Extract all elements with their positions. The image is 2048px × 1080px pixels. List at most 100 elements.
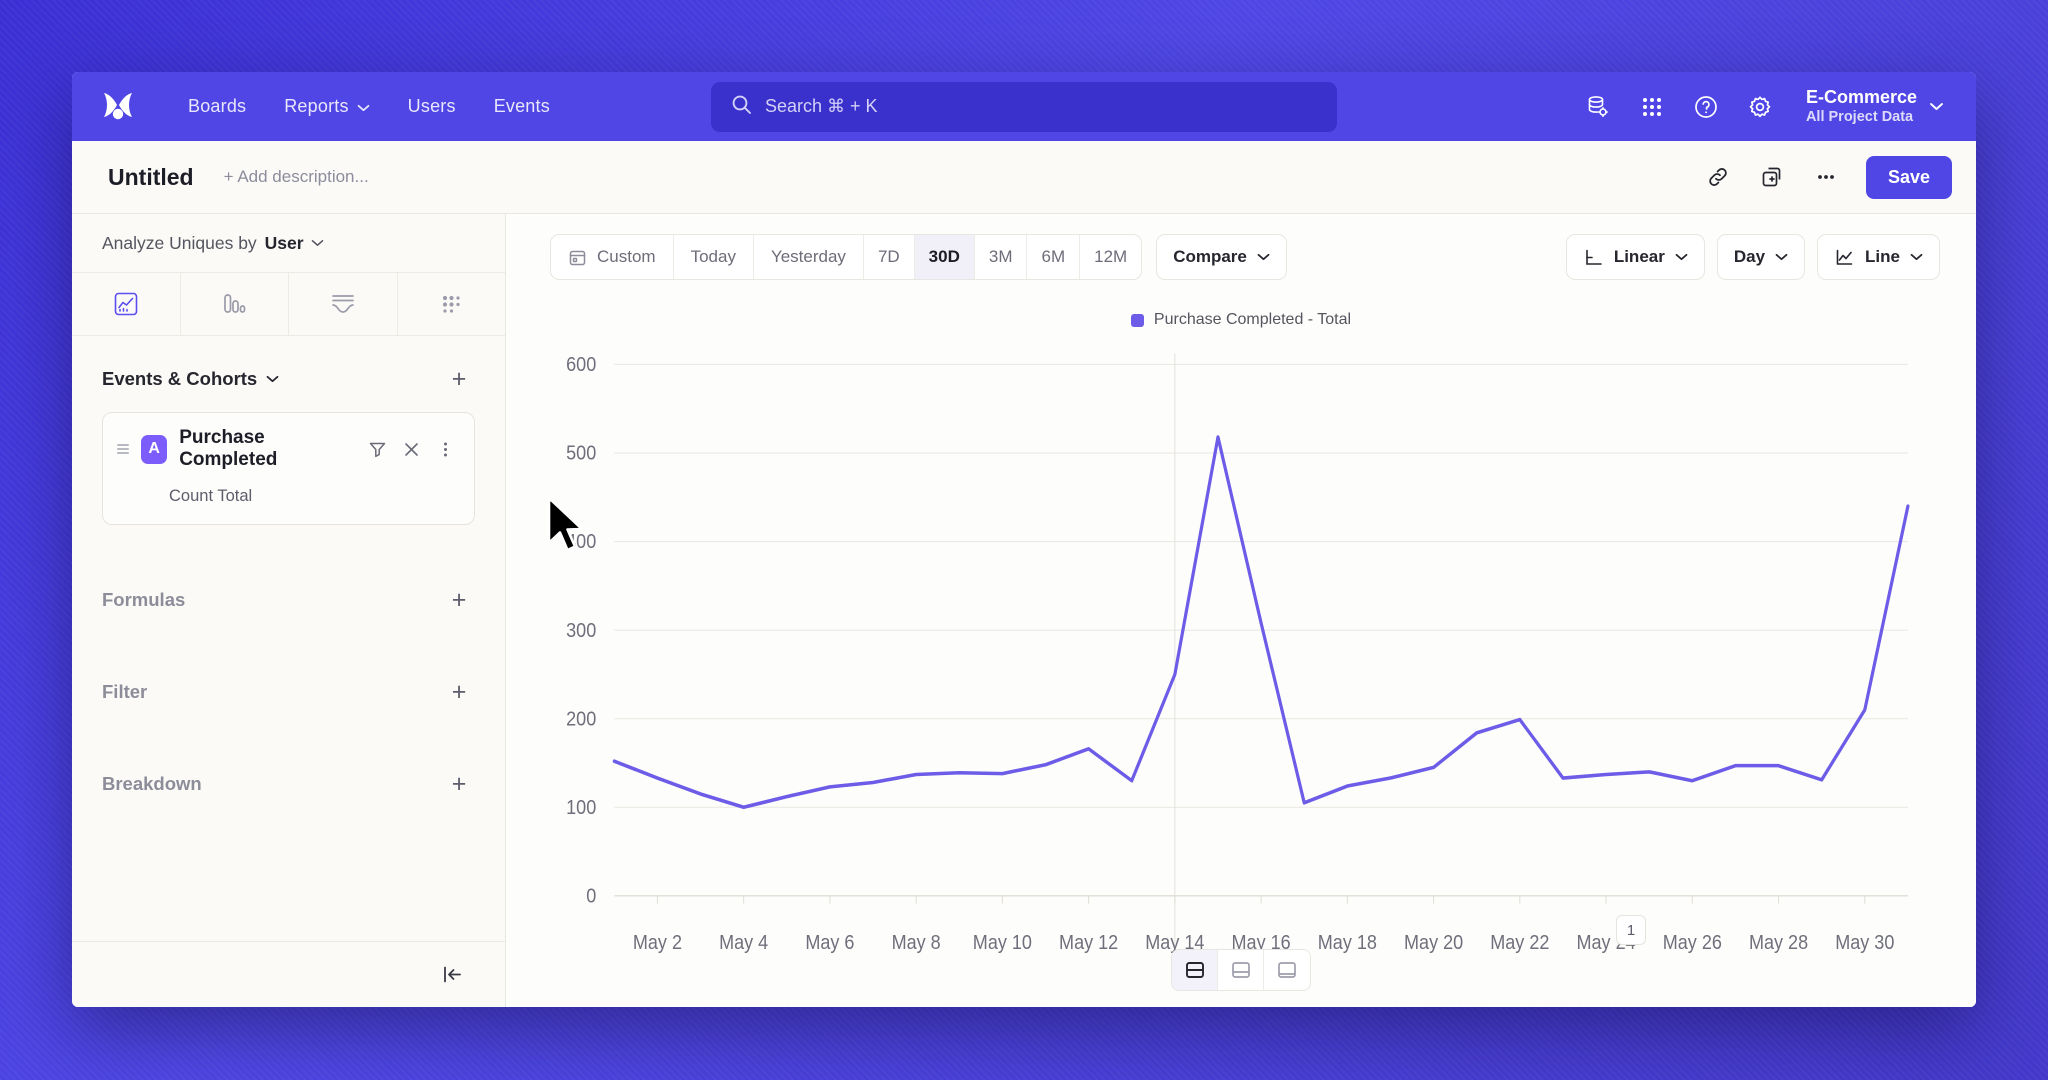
query-builder-sidebar: Analyze Uniques by User — [72, 213, 506, 1007]
tab-flow-chart[interactable] — [289, 273, 398, 335]
duplicate-icon[interactable] — [1750, 155, 1794, 199]
date-range-12m[interactable]: 12M — [1080, 235, 1141, 279]
line-chart[interactable]: 0 100 200 300 400 500 600 May 2 May 4 May 6 May 8 M… — [506, 340, 1940, 1007]
date-range-today[interactable]: Today — [674, 235, 754, 279]
svg-text:May 10: May 10 — [973, 932, 1032, 954]
scale-label: Linear — [1613, 247, 1665, 266]
nav-link-boards[interactable]: Boards — [172, 87, 262, 126]
app-window: Boards Reports Users Events Search ⌘ + K — [72, 72, 1976, 1007]
nav-link-reports[interactable]: Reports — [268, 87, 385, 126]
svg-text:May 18: May 18 — [1318, 932, 1377, 954]
filter-label: Filter — [102, 681, 148, 702]
seg-label: Custom — [597, 247, 656, 266]
tab-bar-chart[interactable] — [181, 273, 289, 335]
tab-dots-grid[interactable] — [398, 273, 506, 335]
section-header-formulas: Formulas + — [72, 567, 505, 633]
add-filter-button[interactable]: + — [451, 677, 467, 706]
collapse-panel-icon[interactable] — [433, 956, 471, 994]
section-header-filter: Filter + — [72, 659, 505, 725]
seg-label: 3M — [988, 247, 1013, 266]
nav-link-events[interactable]: Events — [478, 87, 566, 126]
tab-trend-chart[interactable] — [72, 273, 181, 335]
event-row: A Purchase Completed — [117, 427, 460, 471]
legend-label: Purchase Completed - Total — [1153, 311, 1352, 328]
chevron-down-icon — [266, 375, 279, 383]
events-section-toggle[interactable]: Events & Cohorts — [102, 368, 279, 390]
chart-type-dropdown[interactable]: Line — [1817, 234, 1940, 280]
link-icon[interactable] — [1696, 155, 1740, 199]
project-selector[interactable]: E-Commerce All Project Data — [1792, 82, 1954, 131]
analyze-unit-value: User — [264, 232, 304, 253]
compare-label: Compare — [1173, 247, 1247, 266]
svg-text:500: 500 — [566, 443, 596, 465]
axis-icon — [1586, 249, 1602, 265]
more-horizontal-icon[interactable] — [1804, 155, 1848, 199]
apps-grid-icon[interactable] — [1630, 85, 1674, 129]
seg-label: 30D — [928, 247, 960, 266]
interval-dropdown[interactable]: Day — [1716, 234, 1806, 280]
date-range-30d[interactable]: 30D — [914, 235, 975, 279]
legend-swatch[interactable] — [1130, 313, 1144, 327]
more-vertical-icon[interactable] — [430, 434, 460, 464]
date-range-yesterday[interactable]: Yesterday — [754, 235, 864, 279]
event-name[interactable]: Purchase Completed — [179, 427, 278, 470]
svg-text:May 26: May 26 — [1663, 932, 1722, 954]
chart-only-icon[interactable] — [1218, 950, 1264, 990]
svg-text:May 30: May 30 — [1835, 932, 1894, 954]
seg-label: 7D — [877, 247, 900, 266]
split-view-icon[interactable] — [1172, 950, 1218, 990]
close-icon[interactable] — [396, 434, 426, 464]
chart-panel: Custom Today Yesterday 7D 30D 3M 6M 12M … — [506, 213, 1976, 1007]
save-button[interactable]: Save — [1865, 155, 1952, 199]
view-mode-toggle — [1171, 949, 1311, 991]
add-breakdown-button[interactable]: + — [451, 769, 467, 798]
analyze-unit-selector[interactable]: User — [265, 233, 324, 254]
chart-toolbar: Custom Today Yesterday 7D 30D 3M 6M 12M … — [506, 214, 1976, 300]
line-chart-icon — [1836, 249, 1853, 265]
add-event-button[interactable]: + — [451, 364, 467, 393]
event-letter-badge[interactable]: A — [141, 434, 168, 464]
date-range-7d[interactable]: 7D — [864, 235, 915, 279]
visualization-tabs — [72, 272, 505, 336]
scale-dropdown[interactable]: Linear — [1565, 234, 1705, 280]
event-measure[interactable]: Count Total — [169, 487, 253, 505]
add-formula-button[interactable]: + — [451, 585, 467, 614]
search-input[interactable]: Search ⌘ + K — [711, 81, 1337, 132]
drag-handle-icon[interactable] — [117, 444, 129, 454]
seg-label: 6M — [1041, 247, 1066, 266]
svg-text:May 22: May 22 — [1490, 932, 1549, 954]
svg-text:May 2: May 2 — [633, 932, 682, 954]
chevron-down-icon — [311, 240, 323, 246]
compare-dropdown[interactable]: Compare — [1156, 234, 1287, 280]
nav-link-users[interactable]: Users — [392, 87, 472, 126]
project-name: E-Commerce — [1805, 86, 1917, 107]
date-range-6m[interactable]: 6M — [1027, 235, 1081, 279]
database-gear-icon[interactable] — [1576, 85, 1620, 129]
svg-text:600: 600 — [566, 354, 596, 376]
seg-label: Today — [690, 247, 736, 266]
nav-label: Users — [407, 96, 456, 116]
date-range-custom[interactable]: Custom — [551, 235, 674, 279]
filter-icon[interactable] — [362, 434, 392, 464]
settings-gear-icon[interactable] — [1738, 85, 1782, 129]
add-description-button[interactable]: + Add description... — [223, 167, 369, 186]
page-title[interactable]: Untitled — [108, 163, 194, 190]
nav-label: Reports — [284, 96, 349, 116]
global-search-container: Search ⌘ + K — [711, 81, 1337, 132]
bar-chart-icon — [224, 294, 246, 313]
date-range-3m[interactable]: 3M — [975, 235, 1028, 279]
chart-legend: Purchase Completed - Total — [506, 300, 1976, 340]
search-placeholder: Search ⌘ + K — [765, 96, 878, 116]
page-indicator[interactable]: 1 — [1616, 915, 1646, 945]
analyze-row: Analyze Uniques by User — [72, 214, 505, 272]
seg-label: 12M — [1094, 247, 1128, 266]
mixpanel-logo-icon[interactable] — [98, 88, 138, 126]
help-circle-icon[interactable] — [1684, 85, 1728, 129]
svg-text:May 14: May 14 — [1145, 932, 1205, 954]
event-card: A Purchase Completed Count T — [102, 412, 475, 525]
analyze-prefix: Analyze Uniques by — [102, 232, 257, 253]
interval-label: Day — [1733, 247, 1766, 266]
project-subtitle: All Project Data — [1805, 109, 1914, 126]
table-only-icon[interactable] — [1264, 950, 1310, 990]
chevron-down-icon — [1929, 98, 1944, 116]
